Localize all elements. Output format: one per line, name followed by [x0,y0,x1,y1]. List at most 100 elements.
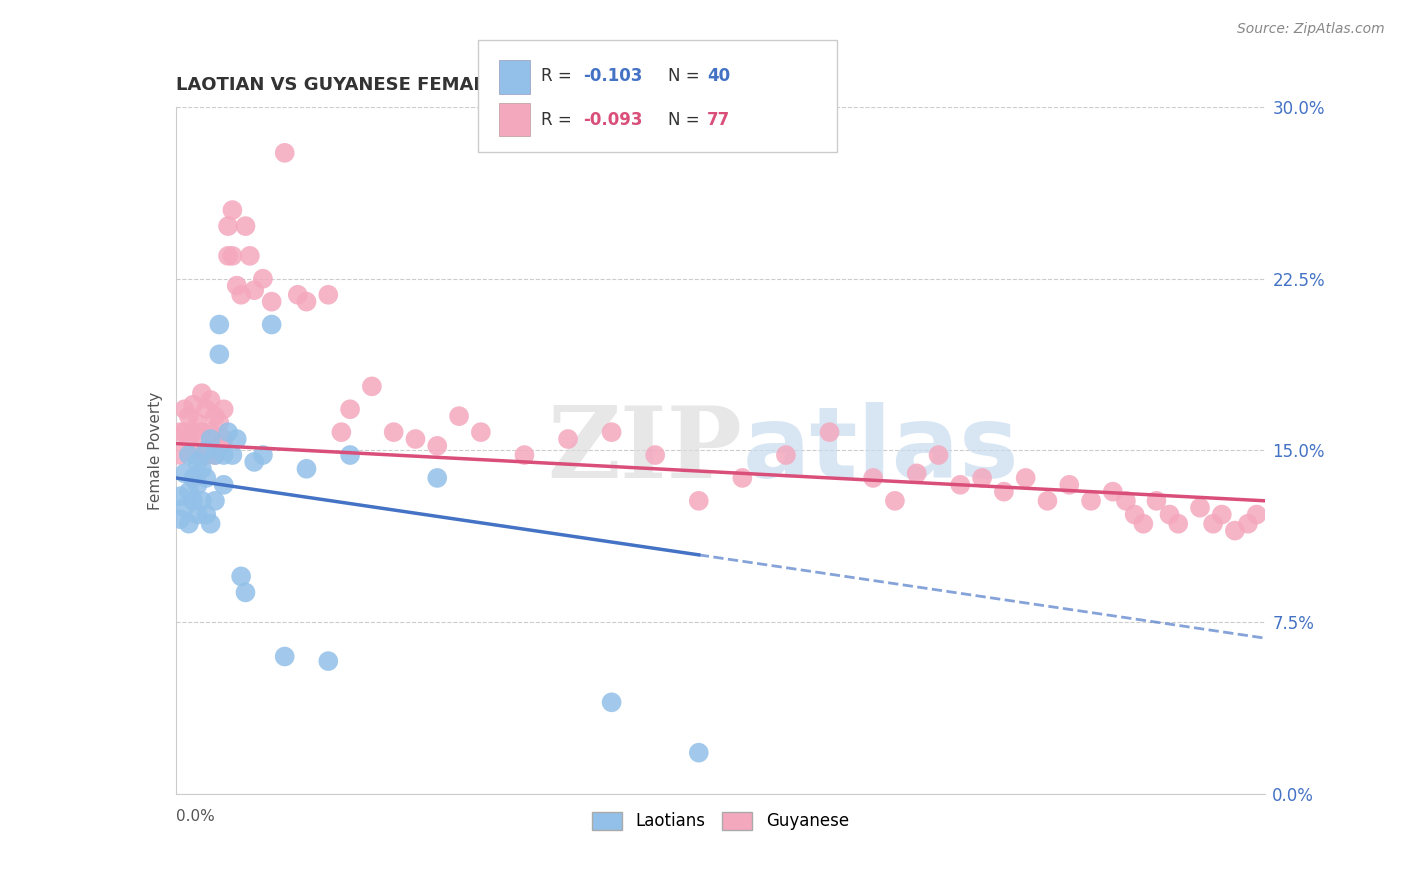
Point [204,493,226,508]
Point [1057,478,1080,492]
Point [200,516,222,531]
Point [204,448,226,462]
Point [235,585,257,599]
Point [186,443,209,458]
Point [405,432,427,446]
Point [225,432,247,446]
Point [688,746,710,760]
Point [426,471,449,485]
Point [191,462,214,476]
Point [1246,508,1268,522]
Point [243,283,266,297]
Point [1223,524,1246,538]
Point [318,287,340,301]
Point [212,448,235,462]
Point [191,425,214,439]
Point [1102,484,1125,499]
Point [970,471,993,485]
Point [928,448,950,462]
Point [169,425,191,439]
Point [1211,508,1233,522]
Point [191,386,214,401]
Point [177,516,200,531]
Point [181,398,204,412]
Point [252,271,274,285]
Point [260,294,283,309]
Point [177,432,200,446]
Point [447,409,470,424]
Point [221,448,243,462]
Point [330,425,353,439]
Point [208,439,231,453]
Text: R =: R = [541,67,572,85]
Point [1189,500,1212,515]
Point [818,425,841,439]
Text: N =: N = [668,67,699,85]
Point [217,249,239,263]
Point [195,471,218,485]
Point [177,484,200,499]
Point [470,425,492,439]
Text: R =: R = [541,111,572,128]
Point [208,318,231,332]
Point [862,471,884,485]
Point [208,416,231,430]
Point [225,278,247,293]
Point [169,512,191,526]
Point [181,425,204,439]
Point [1132,516,1154,531]
Text: -0.103: -0.103 [583,67,643,85]
Point [200,425,222,439]
Point [195,448,218,462]
Point [274,649,297,664]
Y-axis label: Female Poverty: Female Poverty [148,392,163,509]
Point [186,478,209,492]
Point [295,294,318,309]
Point [1167,516,1189,531]
Point [177,409,200,424]
Point [186,508,209,522]
Text: ZIP: ZIP [547,402,742,499]
Point [169,489,191,503]
Point [177,448,200,462]
Point [239,249,262,263]
Point [212,478,235,492]
Point [173,467,195,481]
Text: atlas: atlas [742,402,1019,499]
Point [1015,471,1038,485]
Point [600,425,623,439]
Point [1237,516,1260,531]
Point [1202,516,1225,531]
Point [884,493,907,508]
Point [173,402,195,417]
Point [195,443,218,458]
Point [231,569,253,583]
Point [688,493,710,508]
Point [217,219,239,233]
Text: LAOTIAN VS GUYANESE FEMALE POVERTY CORRELATION CHART: LAOTIAN VS GUYANESE FEMALE POVERTY CORRE… [176,77,817,95]
Point [1080,493,1102,508]
Point [204,409,226,424]
Point [993,484,1015,499]
Legend: Laotians, Guyanese: Laotians, Guyanese [586,805,855,837]
Point [1159,508,1181,522]
Point [186,455,209,469]
Point [318,654,340,668]
Point [204,448,226,462]
Point [905,467,928,481]
Point [181,471,204,485]
Point [949,478,972,492]
Point [212,402,235,417]
Point [600,695,623,709]
Point [252,448,274,462]
Point [260,318,283,332]
Point [221,249,243,263]
Point [235,219,257,233]
Point [1123,508,1146,522]
Point [191,493,214,508]
Text: 0.0%: 0.0% [176,809,215,824]
Point [212,432,235,446]
Point [217,425,239,439]
Point [1036,493,1059,508]
Point [1144,493,1167,508]
